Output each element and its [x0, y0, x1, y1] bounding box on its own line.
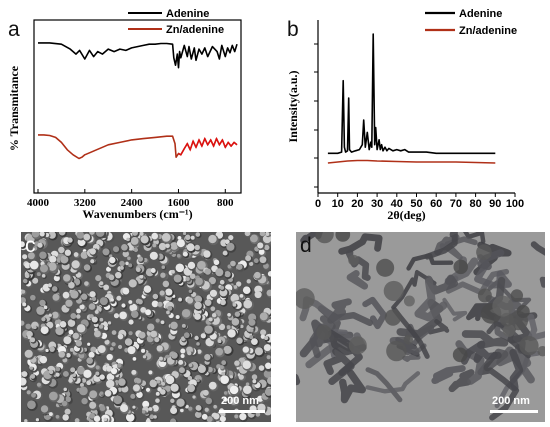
- ftir-legend-adenine: Adenine: [166, 8, 209, 20]
- xrd-x-tick-label: 60: [430, 198, 442, 210]
- xrd-x-tick-label: 10: [332, 198, 344, 210]
- xrd-x-tick-label: 100: [506, 198, 524, 210]
- sem-texture: [21, 232, 271, 422]
- panel-d-label: d: [300, 234, 312, 257]
- tem-scale-label: 200 nm: [492, 395, 530, 407]
- xrd-line-adenine: [327, 33, 496, 155]
- ftir-x-tick-label: 1600: [167, 197, 190, 209]
- xrd-x-tick-label: 20: [351, 198, 363, 210]
- panel-b: b 0 10 20 30 40 50 60 70 80 90 100 Adenine Zn/adenin…: [275, 0, 550, 225]
- ftir-line-adenine: [38, 42, 238, 69]
- sem-particles: [21, 232, 271, 422]
- panel-c-label: c: [25, 234, 36, 257]
- xrd-legend-zn-adenine: Zn/adenine: [459, 25, 517, 37]
- tem-image: d 200 nm: [296, 232, 545, 422]
- ftir-legend-zn-adenine: Zn/adenine: [166, 24, 224, 36]
- tem-scale-bar: [490, 410, 538, 413]
- sem-image: c 200 nm: [21, 232, 271, 422]
- xrd-x-axis-title: 2θ(deg): [387, 208, 425, 222]
- xrd-line-zn-adenine: [327, 159, 496, 164]
- panel-a: a 4000 3200 2400 1600 800 Adenine Zn/adenine Wa…: [0, 0, 270, 225]
- ftir-x-tick-label: 4000: [27, 197, 50, 209]
- xrd-y-axis-title: Intensity(a.u.): [286, 70, 300, 142]
- xrd-legend-adenine: Adenine: [459, 8, 502, 20]
- ftir-x-tick-label: 3200: [74, 197, 97, 209]
- xrd-x-tick-label: 40: [391, 198, 403, 210]
- ftir-line-zn-adenine-fingerprint: [178, 136, 238, 156]
- ftir-x-axis-title: Wavenumbers (cm⁻¹): [82, 207, 192, 221]
- sem-scale-label: 200 nm: [221, 395, 259, 407]
- xrd-x-tick-label: 50: [410, 198, 422, 210]
- ftir-chart: 4000 3200 2400 1600 800 Adenine Zn/adenine Wave…: [7, 8, 242, 221]
- sem-scale-bar: [219, 410, 265, 413]
- ftir-line-zn-adenine: [38, 134, 238, 160]
- xrd-x-tick-label: 30: [371, 198, 383, 210]
- panel-a-label: a: [8, 18, 20, 41]
- xrd-x-tick-label: 80: [469, 198, 481, 210]
- tem-network: [296, 232, 545, 421]
- xrd-chart: 0 10 20 30 40 50 60 70 80 90 100 Adenine Zn/adenine 2…: [286, 8, 524, 222]
- xrd-x-tick-label: 90: [489, 198, 501, 210]
- ftir-x-tick-label: 2400: [121, 197, 144, 209]
- ftir-plot-frame: [33, 19, 242, 194]
- ftir-x-tick-label: 800: [217, 197, 234, 209]
- xrd-x-tick-label: 0: [315, 198, 321, 210]
- xrd-x-tick-label: 70: [450, 198, 462, 210]
- panel-b-label: b: [287, 18, 299, 41]
- tem-texture: [296, 232, 545, 422]
- ftir-y-axis-title: % Transmitance: [7, 65, 21, 151]
